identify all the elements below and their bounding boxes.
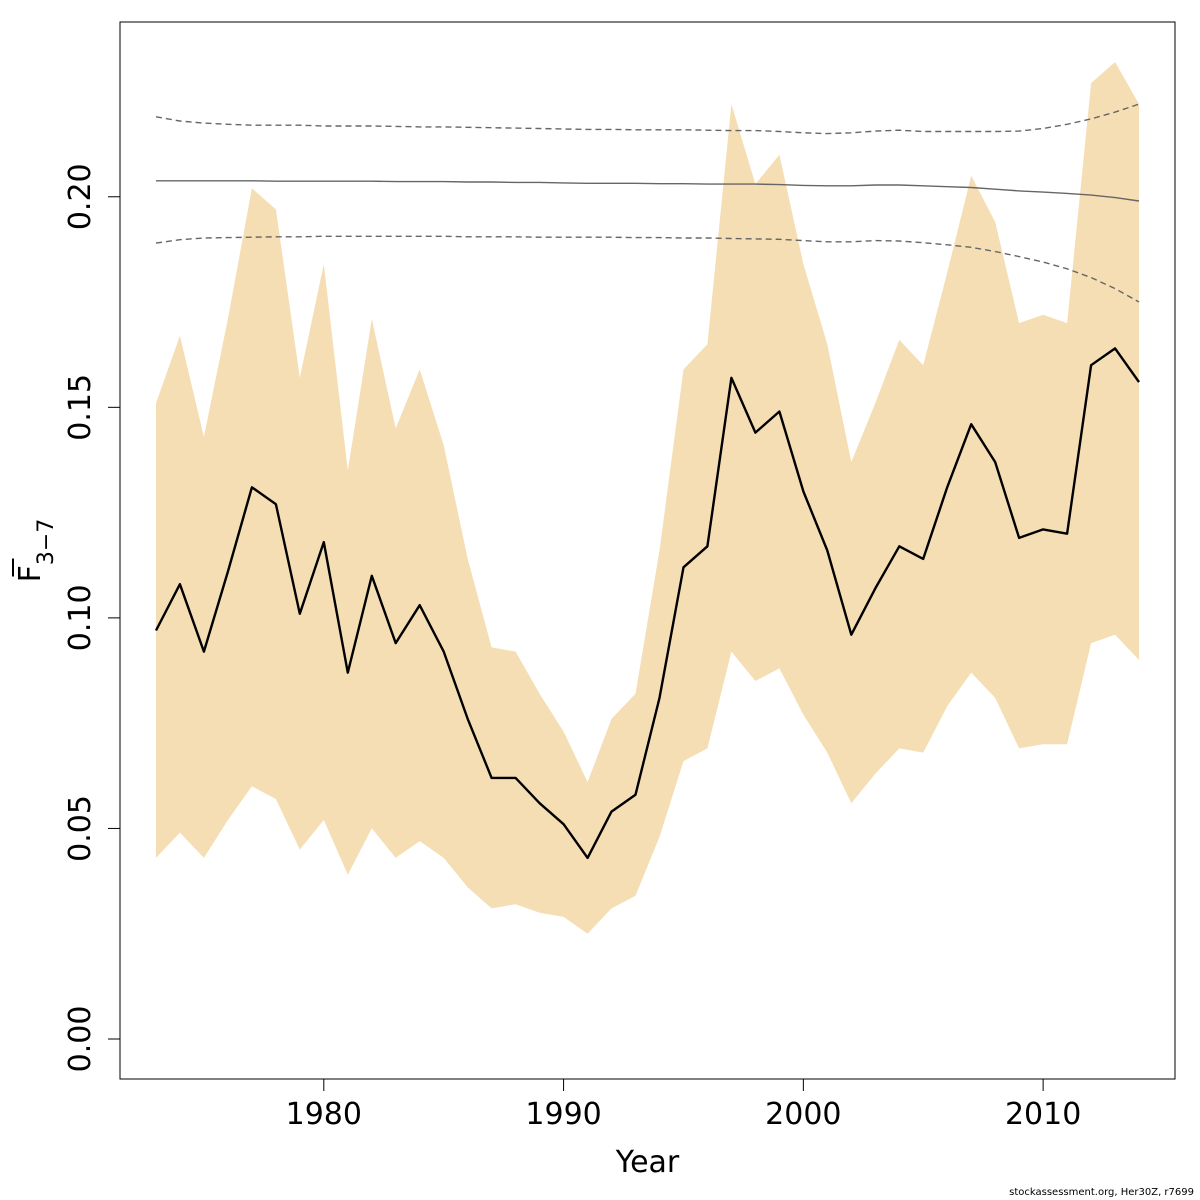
estimate-line bbox=[154, 347, 1140, 860]
y-tick-label: 0.15 bbox=[63, 374, 98, 441]
x-tick-label: 2010 bbox=[1005, 1097, 1081, 1132]
estimate-line-layer bbox=[154, 347, 1140, 860]
y-axis-title-subscript: 3−7 bbox=[34, 519, 59, 565]
svg-text:F3−7: F3−7 bbox=[13, 519, 59, 583]
confidence-band-layer bbox=[156, 62, 1139, 934]
reference-line bbox=[156, 180, 1140, 202]
y-tick-label: 0.05 bbox=[63, 795, 98, 862]
x-tick-label: 2000 bbox=[765, 1097, 841, 1132]
reference-lines-layer bbox=[155, 103, 1140, 303]
y-tick-label: 0.20 bbox=[63, 163, 98, 230]
y-axis-title-main: F bbox=[13, 565, 48, 582]
reference-upper-line bbox=[155, 103, 1140, 135]
footer-credit: stockassessment.org, Her30Z, r7699 bbox=[1009, 1187, 1194, 1198]
y-axis: 0.00 0.05 0.10 0.15 0.20 bbox=[63, 163, 121, 1073]
x-tick-label: 1990 bbox=[525, 1097, 601, 1132]
y-axis-title: F3−7 bbox=[12, 519, 59, 583]
x-tick-label: 1980 bbox=[286, 1097, 362, 1132]
y-tick-label: 0.10 bbox=[63, 584, 98, 651]
reference-lower-line bbox=[155, 235, 1140, 303]
x-axis: 1980 1990 2000 2010 bbox=[286, 1078, 1081, 1132]
y-tick-label: 0.00 bbox=[63, 1006, 98, 1073]
x-axis-title: Year bbox=[615, 1145, 680, 1180]
confidence-band bbox=[156, 62, 1139, 934]
